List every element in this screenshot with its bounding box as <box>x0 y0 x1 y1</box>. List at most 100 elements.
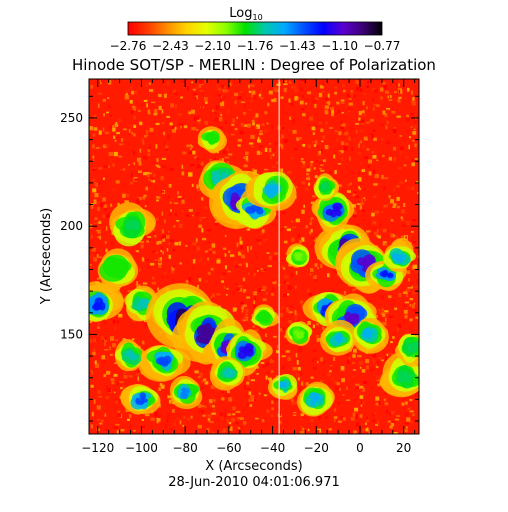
granulation-cell <box>179 420 182 425</box>
granulation-cell <box>216 293 221 296</box>
granulation-cell <box>318 151 324 154</box>
granulation-cell <box>113 337 116 341</box>
granulation-cell <box>133 162 136 165</box>
granulation-cell <box>239 240 243 245</box>
granulation-cell <box>97 206 100 211</box>
granulation-cell <box>172 248 176 252</box>
granulation-cell <box>264 111 268 115</box>
granulation-cell <box>272 356 275 361</box>
granulation-cell <box>107 97 110 99</box>
granulation-cell <box>244 316 249 321</box>
granulation-cell <box>242 308 244 311</box>
granulation-cell <box>186 86 189 91</box>
granulation-cell <box>407 265 412 270</box>
granulation-cell <box>203 378 207 382</box>
granulation-cell <box>112 125 114 128</box>
granulation-cell <box>171 270 175 274</box>
granulation-cell <box>147 111 151 115</box>
granulation-cell <box>195 86 199 90</box>
granulation-cell <box>410 125 413 128</box>
granulation-cell <box>204 101 208 104</box>
granulation-cell <box>334 170 337 175</box>
granulation-cell <box>298 347 303 352</box>
granulation-cell <box>169 201 172 204</box>
granulation-cell <box>240 122 244 127</box>
granulation-cell <box>235 265 240 268</box>
granulation-cell <box>235 309 239 313</box>
granulation-cell <box>312 258 314 262</box>
granulation-cell <box>412 219 417 222</box>
granulation-cell <box>270 369 274 374</box>
granulation-cell <box>124 200 129 203</box>
granulation-cell <box>372 170 376 174</box>
granulation-cell <box>289 116 292 120</box>
granulation-cell <box>168 254 171 259</box>
granulation-cell <box>293 85 297 89</box>
granulation-cell <box>230 254 235 257</box>
granulation-cell <box>310 272 314 276</box>
granulation-cell <box>246 381 250 385</box>
granulation-cell <box>105 248 108 253</box>
granulation-cell <box>160 257 162 261</box>
granulation-cell <box>93 348 96 351</box>
granulation-cell <box>359 395 364 399</box>
granulation-cell <box>183 236 186 241</box>
granulation-cell <box>272 223 277 226</box>
granulation-cell <box>368 300 371 302</box>
granulation-cell <box>116 430 120 434</box>
granulation-cell <box>105 226 108 231</box>
granulation-cell <box>375 396 380 401</box>
granulation-cell <box>376 362 380 367</box>
granulation-cell <box>340 416 344 419</box>
granulation-cell <box>174 104 177 108</box>
granulation-cell <box>383 398 387 402</box>
granulation-cell <box>309 255 311 259</box>
granulation-cell <box>163 272 167 275</box>
granulation-cell <box>232 291 236 296</box>
granulation-cell <box>400 235 404 239</box>
granulation-cell <box>220 275 224 280</box>
granulation-cell <box>285 275 289 279</box>
granulation-cell <box>392 336 395 339</box>
x-tick-label: −60 <box>216 441 241 455</box>
granulation-cell <box>171 197 174 202</box>
granulation-cell <box>405 288 410 293</box>
granulation-cell <box>328 101 331 106</box>
granulation-cell <box>99 235 101 240</box>
granulation-cell <box>228 250 231 254</box>
granulation-cell <box>414 158 418 160</box>
granulation-cell <box>281 127 285 130</box>
granulation-cell <box>103 374 107 378</box>
granulation-cell <box>126 418 130 421</box>
granulation-cell <box>166 81 169 86</box>
granulation-cell <box>114 140 117 142</box>
granulation-cell <box>164 423 168 428</box>
granulation-cell <box>164 219 166 224</box>
granulation-cell <box>116 132 120 135</box>
granulation-cell <box>205 107 210 109</box>
granulation-cell <box>269 358 275 363</box>
granulation-cell <box>158 240 162 244</box>
granulation-cell <box>235 421 240 425</box>
granulation-cell <box>317 152 322 156</box>
granulation-cell <box>409 318 413 322</box>
granulation-cell <box>169 383 172 387</box>
granulation-cell <box>352 288 355 292</box>
granulation-cell <box>310 201 315 204</box>
granulation-cell <box>281 365 286 370</box>
granulation-cell <box>98 103 100 107</box>
granulation-cell <box>202 237 207 241</box>
granulation-cell <box>201 228 204 233</box>
granulation-cell <box>311 195 317 198</box>
granulation-cell <box>283 83 288 86</box>
granulation-cell <box>191 81 194 84</box>
granulation-cell <box>127 290 132 292</box>
granulation-cell <box>222 225 225 230</box>
granulation-cell <box>247 250 249 253</box>
granulation-cell <box>325 121 328 125</box>
granulation-cell <box>145 186 148 191</box>
granulation-cell <box>113 326 117 330</box>
granulation-cell <box>112 188 117 191</box>
granulation-cell <box>92 178 95 181</box>
granulation-cell <box>113 391 116 394</box>
